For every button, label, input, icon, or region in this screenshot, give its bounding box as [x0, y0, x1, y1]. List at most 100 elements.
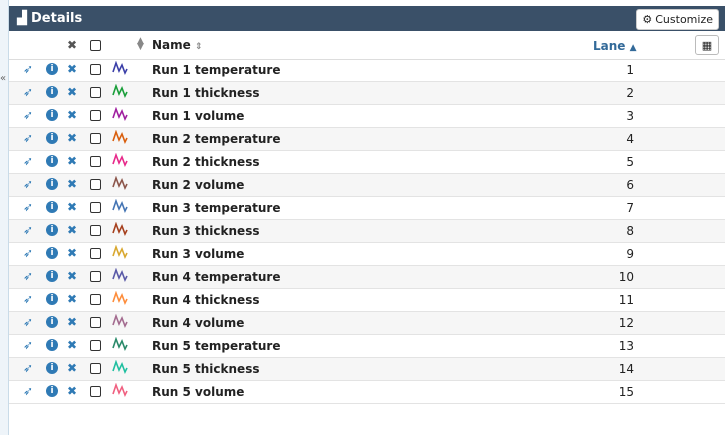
panel-title: Details — [31, 11, 83, 26]
row-name: Run 1 thickness — [152, 86, 260, 100]
name-column-header[interactable]: Name ⇕ — [152, 38, 203, 52]
row-checkbox[interactable] — [90, 133, 101, 144]
column-header-row: ✖ ▲ ▼ Name ⇕ Lane ▲ ▦ — [9, 31, 725, 60]
row-checkbox[interactable] — [90, 317, 101, 328]
rocket-icon[interactable]: ➶ — [23, 154, 34, 168]
rocket-icon[interactable]: ➶ — [23, 384, 34, 398]
info-icon[interactable]: i — [46, 362, 58, 374]
rocket-icon[interactable]: ➶ — [23, 131, 34, 145]
row-lane: 7 — [626, 201, 634, 215]
info-icon[interactable]: i — [46, 224, 58, 236]
table-row: ➶ i ✖ Run 3 volume 9 — [9, 243, 725, 266]
rocket-icon[interactable]: ➶ — [23, 361, 34, 375]
row-lane: 4 — [626, 132, 634, 146]
info-icon[interactable]: i — [46, 132, 58, 144]
sparkline-icon — [112, 291, 128, 305]
sparkline-icon — [112, 153, 128, 167]
info-icon[interactable]: i — [46, 155, 58, 167]
info-icon[interactable]: i — [46, 63, 58, 75]
table-row: ➶ i ✖ Run 4 thickness 11 — [9, 289, 725, 312]
row-lane: 9 — [626, 247, 634, 261]
remove-icon[interactable]: ✖ — [67, 62, 78, 76]
sort-asc-icon[interactable]: ▲ — [629, 43, 637, 53]
row-lane: 1 — [626, 63, 634, 77]
info-icon[interactable]: i — [46, 86, 58, 98]
rocket-icon[interactable]: ➶ — [23, 338, 34, 352]
row-checkbox[interactable] — [90, 87, 101, 98]
table-row: ➶ i ✖ Run 3 thickness 8 — [9, 220, 725, 243]
row-checkbox[interactable] — [90, 271, 101, 282]
remove-icon[interactable]: ✖ — [67, 361, 78, 375]
info-icon[interactable]: i — [46, 109, 58, 121]
row-checkbox[interactable] — [90, 340, 101, 351]
row-name: Run 5 temperature — [152, 339, 281, 353]
remove-icon[interactable]: ✖ — [67, 154, 78, 168]
rocket-icon[interactable]: ➶ — [23, 108, 34, 122]
sparkline-icon — [112, 245, 128, 259]
sparkline-icon — [112, 61, 128, 75]
side-panel-strip — [0, 0, 9, 435]
rocket-icon[interactable]: ➶ — [23, 62, 34, 76]
info-icon[interactable]: i — [46, 270, 58, 282]
select-all-checkbox[interactable] — [90, 40, 101, 51]
remove-icon[interactable]: ✖ — [67, 315, 78, 329]
rocket-icon[interactable]: ➶ — [23, 315, 34, 329]
rocket-icon[interactable]: ➶ — [23, 246, 34, 260]
rocket-icon[interactable]: ➶ — [23, 200, 34, 214]
remove-icon[interactable]: ✖ — [67, 292, 78, 306]
remove-all-icon[interactable]: ✖ — [67, 38, 78, 52]
info-icon[interactable]: i — [46, 293, 58, 305]
row-name: Run 4 volume — [152, 316, 245, 330]
rocket-icon[interactable]: ➶ — [23, 177, 34, 191]
info-icon[interactable]: i — [46, 316, 58, 328]
info-icon[interactable]: i — [46, 178, 58, 190]
row-name: Run 3 thickness — [152, 224, 260, 238]
remove-icon[interactable]: ✖ — [67, 108, 78, 122]
remove-icon[interactable]: ✖ — [67, 338, 78, 352]
row-checkbox[interactable] — [90, 363, 101, 374]
remove-icon[interactable]: ✖ — [67, 85, 78, 99]
row-checkbox[interactable] — [90, 294, 101, 305]
remove-icon[interactable]: ✖ — [67, 269, 78, 283]
details-table: ➶ i ✖ Run 1 temperature 1 ➶ i ✖ Run 1 thi… — [9, 59, 725, 404]
sparkline-icon — [112, 383, 128, 397]
remove-icon[interactable]: ✖ — [67, 246, 78, 260]
remove-icon[interactable]: ✖ — [67, 177, 78, 191]
remove-icon[interactable]: ✖ — [67, 200, 78, 214]
rocket-icon[interactable]: ➶ — [23, 269, 34, 283]
row-lane: 10 — [618, 270, 634, 284]
add-column-button[interactable]: ▦ — [695, 35, 719, 55]
remove-icon[interactable]: ✖ — [67, 223, 78, 237]
info-icon[interactable]: i — [46, 247, 58, 259]
row-name: Run 3 volume — [152, 247, 245, 261]
rocket-icon[interactable]: ➶ — [23, 292, 34, 306]
row-checkbox[interactable] — [90, 225, 101, 236]
info-icon[interactable]: i — [46, 339, 58, 351]
row-checkbox[interactable] — [90, 202, 101, 213]
row-lane: 13 — [618, 339, 634, 353]
info-icon[interactable]: i — [46, 201, 58, 213]
row-checkbox[interactable] — [90, 156, 101, 167]
rocket-icon[interactable]: ➶ — [23, 85, 34, 99]
row-checkbox[interactable] — [90, 64, 101, 75]
row-name: Run 1 temperature — [152, 63, 281, 77]
sort-color-icon[interactable]: ▲ ▼ — [137, 36, 144, 52]
row-checkbox[interactable] — [90, 110, 101, 121]
rocket-icon[interactable]: ➶ — [23, 223, 34, 237]
remove-icon[interactable]: ✖ — [67, 384, 78, 398]
sort-icon[interactable]: ⇕ — [194, 42, 203, 52]
lane-column-header[interactable]: Lane ▲ — [593, 39, 637, 53]
table-row: ➶ i ✖ Run 1 volume 3 — [9, 105, 725, 128]
row-checkbox[interactable] — [90, 248, 101, 259]
row-lane: 3 — [626, 109, 634, 123]
sparkline-icon — [112, 199, 128, 213]
row-checkbox[interactable] — [90, 386, 101, 397]
area-chart-icon: ▟ — [17, 11, 27, 26]
customize-button[interactable]: ⚙ Customize — [636, 9, 719, 30]
row-lane: 2 — [626, 86, 634, 100]
row-checkbox[interactable] — [90, 179, 101, 190]
row-name: Run 5 thickness — [152, 362, 260, 376]
remove-icon[interactable]: ✖ — [67, 131, 78, 145]
info-icon[interactable]: i — [46, 385, 58, 397]
collapse-panel-icon[interactable]: « — [0, 73, 7, 84]
